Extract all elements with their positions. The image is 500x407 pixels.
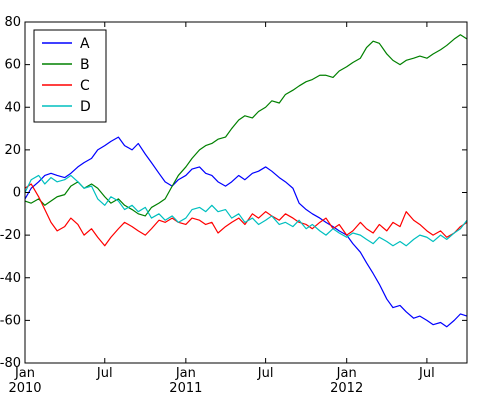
legend-label-a: A [80, 36, 90, 52]
x-tick-label: Jan [175, 366, 196, 381]
series-line-a [24, 136, 468, 328]
legend-label-c: C [80, 78, 90, 94]
x-tick-label: Jan [14, 366, 35, 381]
x-tick-label: Jul [257, 366, 274, 381]
series-line-c [24, 183, 468, 247]
y-tick-label: 80 [4, 15, 21, 30]
series-layer [24, 34, 468, 328]
x-tick-year-label: 2010 [8, 381, 41, 396]
y-tick-label: -60 [0, 313, 21, 328]
y-tick-label: -80 [0, 356, 21, 371]
y-tick-label: 0 [13, 186, 21, 201]
x-tick-label: Jul [418, 366, 435, 381]
y-tick-label: 20 [4, 143, 21, 158]
y-tick-label: 60 [4, 58, 21, 73]
x-tick-label: Jan [336, 366, 357, 381]
legend-label-b: B [80, 57, 90, 73]
x-tick-year-label: 2011 [169, 381, 202, 396]
legend-label-d: D [80, 99, 91, 115]
x-tick-year-label: 2012 [330, 381, 363, 396]
series-line-b [24, 34, 468, 217]
series-line-d [24, 174, 468, 247]
x-tick-label: Jul [96, 366, 113, 381]
y-tick-label: 40 [4, 100, 21, 115]
y-tick-label: -40 [0, 271, 21, 286]
legend-box [33, 29, 107, 123]
y-tick-label: -20 [0, 228, 21, 243]
